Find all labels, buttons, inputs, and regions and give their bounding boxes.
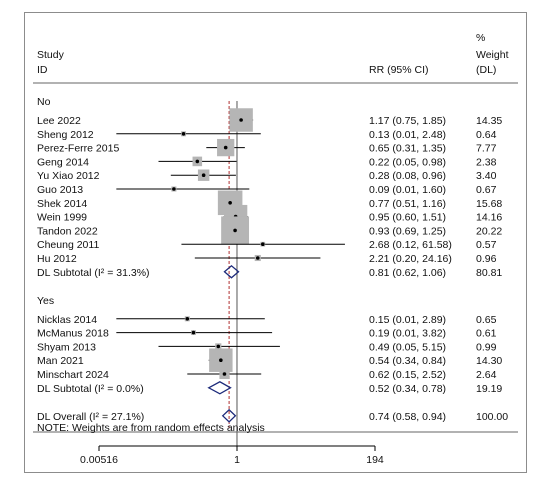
point-estimate bbox=[216, 344, 221, 349]
study-name: Man 2021 bbox=[37, 355, 84, 367]
point-estimate bbox=[223, 145, 228, 150]
header-weight: Weight bbox=[476, 49, 509, 61]
forest-plot: % Study Weight ID RR (95% CI) (DL) No Lee… bbox=[33, 32, 518, 466]
x-tick-label: 0.00516 bbox=[80, 454, 118, 466]
study-name: Shyam 2013 bbox=[37, 341, 96, 353]
weight-text: 0.61 bbox=[476, 328, 497, 340]
study-name: Guo 2013 bbox=[37, 184, 83, 196]
weight-text: 2.64 bbox=[476, 369, 497, 381]
header-study: Study bbox=[37, 49, 65, 61]
header-pct: % bbox=[476, 32, 485, 44]
note-text: NOTE: Weights are from random effects an… bbox=[37, 422, 265, 434]
ci-text: 0.28 (0.08, 0.96) bbox=[369, 170, 446, 182]
subtotal-diamond bbox=[207, 381, 232, 395]
ci-text: 2.21 (0.20, 24.16) bbox=[369, 253, 452, 265]
study-name: Cheung 2011 bbox=[37, 239, 99, 251]
overall-diamond bbox=[221, 408, 237, 423]
point-estimate bbox=[219, 358, 223, 363]
study-name: Yu Xiao 2012 bbox=[37, 170, 100, 182]
ci-text: 0.19 (0.01, 3.82) bbox=[369, 328, 446, 340]
ci-text: 0.62 (0.15, 2.52) bbox=[369, 369, 446, 381]
study-name: McManus 2018 bbox=[37, 328, 109, 340]
subtotal-diamond bbox=[223, 264, 240, 279]
weight-text: 15.68 bbox=[476, 198, 502, 210]
point-estimate bbox=[228, 201, 232, 205]
study-name: Minschart 2024 bbox=[37, 369, 109, 381]
weight-text: 80.81 bbox=[476, 267, 502, 279]
weight-text: 19.19 bbox=[476, 383, 502, 395]
ci-text: 1.17 (0.75, 1.85) bbox=[369, 115, 446, 127]
ci-text: 0.65 (0.31, 1.35) bbox=[369, 143, 446, 155]
ci-text: 0.93 (0.69, 1.25) bbox=[369, 225, 446, 237]
ci-text: 0.13 (0.01, 2.48) bbox=[369, 129, 446, 141]
weight-text: 14.35 bbox=[476, 115, 502, 127]
study-name: Tandon 2022 bbox=[37, 225, 98, 237]
study-name: Lee 2022 bbox=[37, 115, 81, 127]
subtotal-label: DL Subtotal (I² = 31.3%) bbox=[37, 267, 150, 279]
point-estimate bbox=[233, 228, 237, 233]
weight-text: 0.65 bbox=[476, 314, 497, 326]
weight-text: 0.67 bbox=[476, 184, 497, 196]
point-estimate bbox=[222, 372, 227, 376]
header-rr: RR (95% CI) bbox=[369, 64, 429, 76]
ci-text: 2.68 (0.12, 61.58) bbox=[369, 239, 452, 251]
point-estimate bbox=[261, 242, 265, 246]
group-label: No bbox=[37, 96, 51, 108]
weight-text: 3.40 bbox=[476, 170, 497, 182]
ci-text: 0.74 (0.58, 0.94) bbox=[369, 411, 446, 423]
x-tick-label: 1 bbox=[234, 454, 240, 466]
study-name: Geng 2014 bbox=[37, 156, 89, 168]
forest-plot-panel: % Study Weight ID RR (95% CI) (DL) No Lee… bbox=[24, 12, 527, 473]
point-estimate bbox=[239, 118, 243, 122]
ci-text: 0.49 (0.05, 5.15) bbox=[369, 341, 446, 353]
ci-text: 0.54 (0.34, 0.84) bbox=[369, 355, 446, 367]
weight-text: 0.96 bbox=[476, 253, 497, 265]
group-label: Yes bbox=[37, 295, 54, 307]
header-dl: (DL) bbox=[476, 64, 496, 76]
point-estimate bbox=[195, 159, 200, 164]
weight-text: 14.30 bbox=[476, 355, 502, 367]
point-estimate bbox=[201, 173, 206, 177]
weight-text: 14.16 bbox=[476, 212, 502, 224]
ci-text: 0.09 (0.01, 1.60) bbox=[369, 184, 446, 196]
weight-text: 2.38 bbox=[476, 156, 497, 168]
weight-text: 0.99 bbox=[476, 341, 497, 353]
study-name: Nicklas 2014 bbox=[37, 314, 97, 326]
ci-text: 0.15 (0.01, 2.89) bbox=[369, 314, 446, 326]
study-name: Perez-Ferre 2015 bbox=[37, 143, 119, 155]
subtotal-label: DL Subtotal (I² = 0.0%) bbox=[37, 383, 144, 395]
ci-text: 0.77 (0.51, 1.16) bbox=[369, 198, 446, 210]
weight-text: 0.64 bbox=[476, 129, 497, 141]
ci-text: 0.22 (0.05, 0.98) bbox=[369, 156, 446, 168]
ci-text: 0.52 (0.34, 0.78) bbox=[369, 383, 446, 395]
study-name: Wein 1999 bbox=[37, 212, 87, 224]
x-tick-label: 194 bbox=[366, 454, 384, 466]
point-estimate bbox=[191, 330, 196, 335]
weight-text: 7.77 bbox=[476, 143, 497, 155]
weight-text: 0.57 bbox=[476, 239, 497, 251]
weight-text: 100.00 bbox=[476, 411, 508, 423]
header-id: ID bbox=[37, 64, 48, 76]
weight-text: 20.22 bbox=[476, 225, 502, 237]
point-estimate bbox=[255, 256, 260, 260]
study-name: Shek 2014 bbox=[37, 198, 87, 210]
point-estimate bbox=[172, 187, 176, 191]
ci-text: 0.95 (0.60, 1.51) bbox=[369, 212, 446, 224]
study-name: Hu 2012 bbox=[37, 253, 77, 265]
study-name: Sheng 2012 bbox=[37, 129, 94, 141]
ci-text: 0.81 (0.62, 1.06) bbox=[369, 267, 446, 279]
overall-label: DL Overall (I² = 27.1%) bbox=[37, 411, 144, 423]
point-estimate bbox=[181, 132, 186, 136]
point-estimate bbox=[185, 317, 190, 321]
